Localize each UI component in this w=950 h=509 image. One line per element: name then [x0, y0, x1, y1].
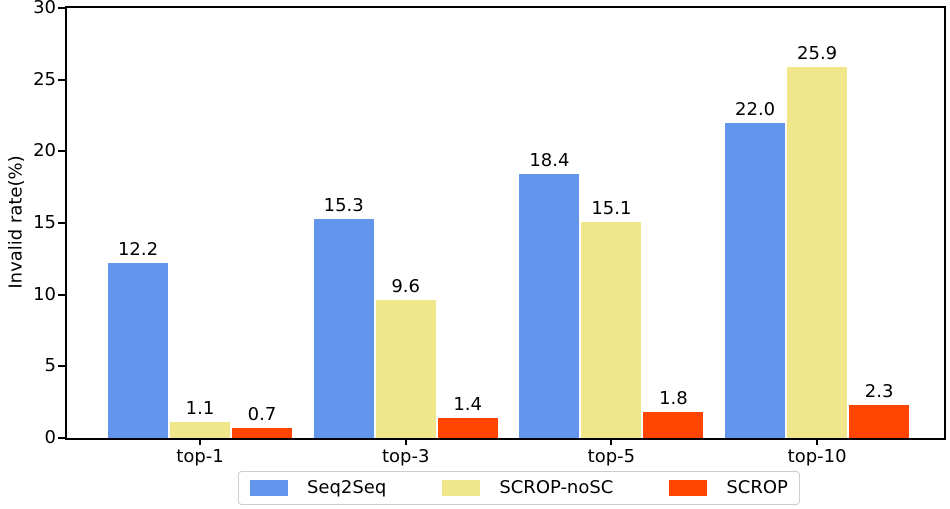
bar-value-label: 0.7 [247, 403, 277, 425]
legend: Seq2Seq SCROP-noSC SCROP [238, 471, 800, 505]
bar-scrop [643, 412, 704, 438]
bar-value-label: 15.3 [323, 194, 364, 216]
x-axis-tick [404, 440, 407, 445]
y-axis-tick [58, 293, 65, 296]
plot-area: 0 5 10 15 20 25 30 top-1 12.2 1.1 0.7 top-3 15.3 9.6 1… [33, 0, 946, 467]
y-axis-tick [58, 150, 65, 153]
bar-value-label: 22.0 [735, 98, 776, 120]
y-axis-tick [58, 78, 65, 81]
y-axis-tick [58, 437, 65, 439]
bar-value-label: 18.4 [529, 150, 570, 172]
y-tick-label: 0 [44, 427, 56, 448]
y-tick-label: 5 [44, 355, 56, 377]
bar-value-label: 25.9 [797, 42, 838, 64]
bar-scrop-nosc [375, 300, 436, 438]
y-axis-tick [58, 222, 65, 224]
bar-seq2seq [519, 174, 580, 438]
x-category-label: top-3 [381, 446, 430, 467]
legend-swatch-icon [250, 480, 288, 496]
legend-item-scrop: SCROP [669, 476, 788, 500]
x-axis-tick [199, 440, 201, 445]
bar-value-label: 1.4 [453, 393, 482, 415]
y-tick-label: 25 [33, 68, 56, 90]
x-axis-tick [610, 440, 613, 445]
x-category-label: top-1 [176, 446, 224, 467]
legend-swatch-icon [442, 480, 481, 496]
y-tick-label: 20 [33, 140, 56, 162]
bar-seq2seq [108, 263, 168, 438]
bar-scrop [232, 427, 292, 438]
y-tick-label: 30 [33, 0, 56, 18]
bar-scrop-nosc [170, 422, 230, 438]
bar-seq2seq [725, 122, 786, 438]
legend-swatch-icon [669, 480, 708, 496]
x-category-label: top-10 [787, 446, 847, 467]
bar-value-label: 15.1 [591, 197, 632, 219]
legend-label: Seq2Seq [307, 477, 387, 498]
bar-value-label: 1.1 [185, 398, 215, 420]
y-axis-tick [58, 7, 65, 9]
legend-label: SCROP [726, 477, 788, 498]
bar-scrop [849, 405, 910, 438]
legend-item-seq2seq: Seq2Seq [250, 476, 386, 500]
bar-scrop [437, 417, 498, 438]
bar-seq2seq [313, 218, 374, 438]
bar-value-label: 9.6 [391, 276, 420, 298]
bar-value-label: 2.3 [864, 381, 894, 403]
bar-scrop-nosc [787, 66, 848, 438]
y-tick-label: 15 [33, 212, 56, 233]
legend-label: SCROP-noSC [499, 477, 614, 498]
y-axis-tick [58, 365, 65, 368]
y-tick-label: 10 [33, 283, 56, 305]
bar-value-label: 12.2 [117, 239, 159, 261]
bar-scrop-nosc [581, 221, 642, 438]
x-axis-tick [816, 440, 819, 445]
legend-item-scrop-nosc: SCROP-noSC [442, 476, 613, 500]
bar-value-label: 1.8 [659, 388, 688, 410]
x-category-label: top-5 [587, 446, 636, 467]
